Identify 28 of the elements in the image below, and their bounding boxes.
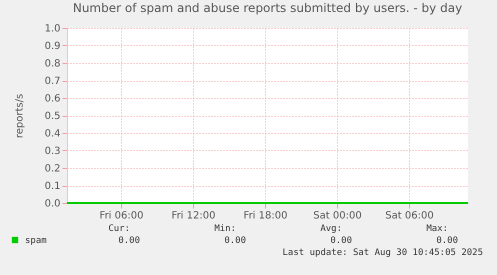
legend-label: spam bbox=[25, 236, 47, 246]
chart-title: Number of spam and abuse reports submitted by users. - by day bbox=[72, 1, 462, 15]
y-tick-label: 0.2 bbox=[44, 164, 60, 174]
text: Cur: bbox=[108, 224, 130, 234]
text: Last update: Sat Aug 30 10:45:05 2025 bbox=[282, 248, 483, 258]
y-tick-label: 0.0 bbox=[44, 198, 60, 210]
text: 0.00 bbox=[330, 236, 352, 246]
text: 0.00 bbox=[436, 236, 458, 246]
y-tick-label: 0.8 bbox=[44, 58, 60, 70]
y-tick-label: 0.4 bbox=[44, 128, 60, 140]
x-tick-label: Sat 00:00 bbox=[313, 210, 362, 222]
x-tick-label: Fri 12:00 bbox=[172, 210, 216, 222]
y-tick-label: 0.1 bbox=[44, 181, 60, 192]
x-tick-label: Fri 18:00 bbox=[244, 210, 288, 222]
y-axis-title: reports/s bbox=[14, 94, 26, 138]
y-tick-label: 0.3 bbox=[44, 146, 60, 157]
y-tick-label: 0.9 bbox=[44, 41, 60, 52]
x-tick-label: Fri 06:00 bbox=[100, 210, 144, 222]
y-tick-label: 0.6 bbox=[44, 94, 60, 104]
y-tick-label: 1.0 bbox=[44, 24, 60, 34]
text: Avg: bbox=[320, 224, 342, 234]
text: Min: bbox=[214, 224, 236, 234]
text: Max: bbox=[426, 224, 448, 234]
x-tick-label: Sat 06:00 bbox=[385, 210, 434, 222]
text: 0.00 bbox=[118, 236, 140, 246]
text: 0.00 bbox=[224, 236, 246, 246]
y-tick-label: 0.7 bbox=[44, 76, 60, 87]
y-tick-label: 0.5 bbox=[44, 111, 60, 122]
